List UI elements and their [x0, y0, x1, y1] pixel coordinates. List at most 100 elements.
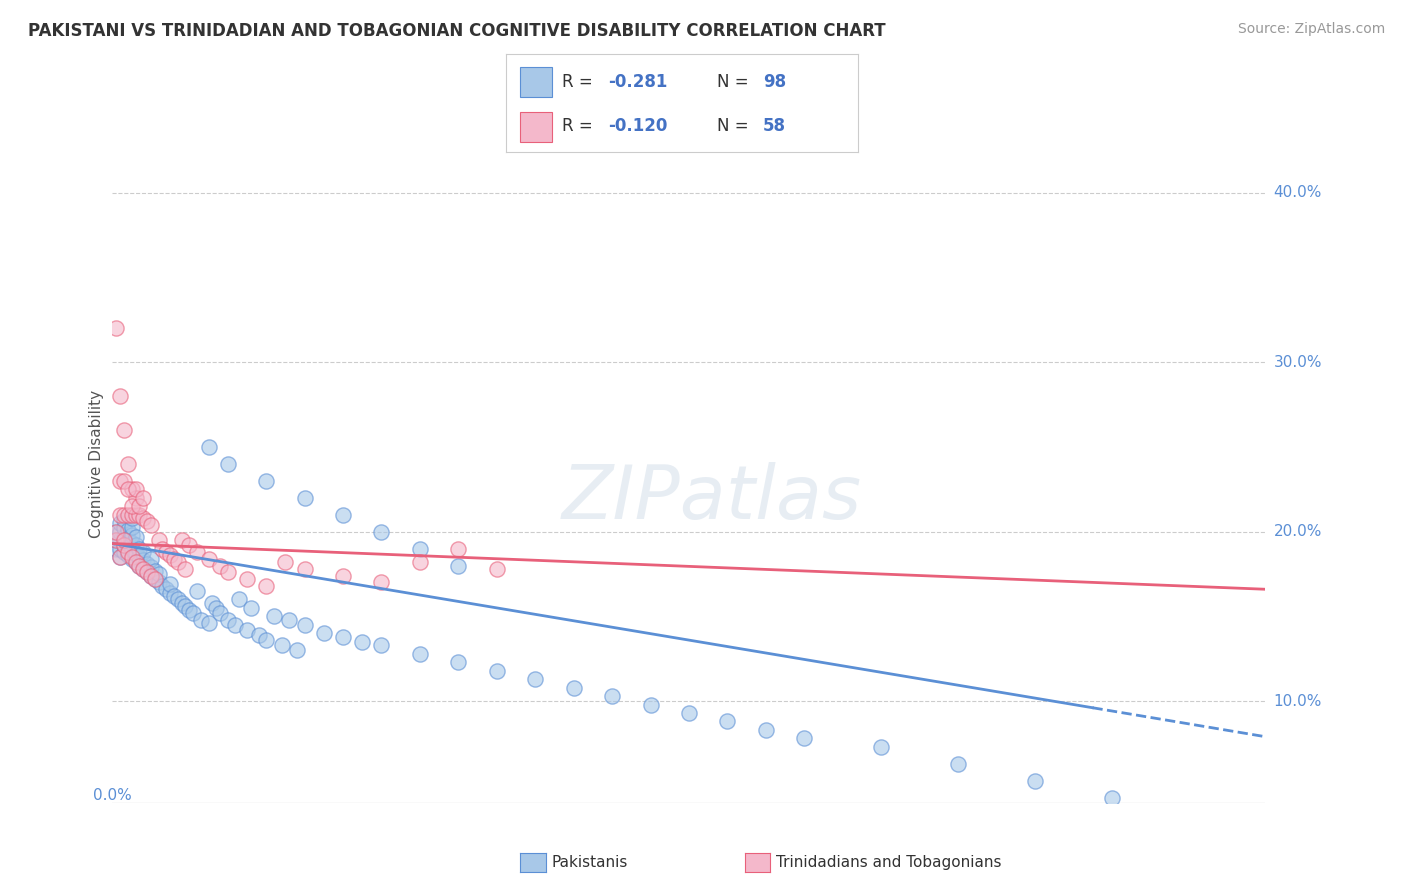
Text: 40.0%: 40.0% [1274, 186, 1322, 200]
Point [121, 549, 143, 565]
Point [117, 482, 139, 496]
Point [121, 482, 143, 496]
Point [128, 500, 150, 514]
Text: 30.0%: 30.0% [1274, 355, 1322, 369]
Point [1101, 790, 1123, 805]
Point [139, 517, 162, 532]
Point [159, 577, 181, 591]
Point [121, 543, 143, 558]
Point [139, 568, 162, 582]
Point [217, 566, 239, 580]
Point [946, 756, 969, 771]
Point [124, 530, 146, 544]
Point [108, 541, 131, 556]
Point [136, 566, 159, 580]
Point [485, 562, 508, 576]
Point [112, 474, 135, 488]
Point [128, 549, 150, 565]
Point [117, 457, 139, 471]
Point [524, 672, 547, 686]
Text: 10.0%: 10.0% [1274, 694, 1322, 708]
Point [148, 567, 170, 582]
Point [108, 549, 131, 565]
Point [239, 601, 262, 615]
Bar [520, 67, 551, 96]
Point [155, 545, 177, 559]
Point [105, 533, 128, 547]
Text: 20.0%: 20.0% [1274, 524, 1322, 539]
Point [562, 681, 585, 695]
Point [117, 523, 139, 537]
Point [447, 541, 470, 556]
Point [108, 549, 131, 565]
Point [224, 617, 246, 632]
Point [197, 616, 219, 631]
Point [143, 572, 166, 586]
Text: 58: 58 [762, 117, 786, 135]
Point [132, 553, 155, 567]
Point [112, 533, 135, 547]
Point [217, 457, 239, 471]
Point [139, 551, 162, 566]
Point [294, 491, 316, 505]
Point [155, 582, 177, 597]
Point [108, 516, 131, 530]
Point [294, 617, 316, 632]
Point [152, 579, 174, 593]
Point [201, 596, 224, 610]
Point [124, 547, 146, 561]
Point [108, 533, 131, 547]
Point [128, 541, 150, 556]
Point [274, 555, 297, 569]
Point [121, 519, 143, 533]
Text: 98: 98 [762, 73, 786, 91]
Point [209, 558, 232, 573]
Point [278, 613, 301, 627]
Point [332, 568, 354, 582]
Point [163, 589, 186, 603]
Point [190, 613, 212, 627]
Point [132, 511, 155, 525]
Point [136, 557, 159, 571]
Point [112, 521, 135, 535]
Point [294, 562, 316, 576]
Point [205, 601, 228, 615]
Bar [520, 112, 551, 142]
Point [1177, 807, 1199, 822]
Point [228, 592, 250, 607]
Point [181, 606, 204, 620]
Point [128, 558, 150, 573]
Point [124, 491, 146, 505]
Point [121, 511, 143, 525]
Point [263, 609, 285, 624]
Point [409, 647, 432, 661]
Point [179, 538, 201, 552]
Point [121, 551, 143, 566]
Point [870, 739, 893, 754]
Point [136, 515, 159, 529]
Text: N =: N = [717, 73, 754, 91]
Point [174, 562, 197, 576]
Point [112, 538, 135, 552]
Point [217, 613, 239, 627]
Point [117, 549, 139, 563]
Point [270, 638, 292, 652]
Point [447, 558, 470, 573]
Point [128, 508, 150, 522]
Point [139, 560, 162, 574]
Point [236, 623, 259, 637]
Point [254, 474, 277, 488]
Point [121, 500, 143, 514]
Point [105, 321, 128, 335]
Point [678, 706, 700, 720]
Point [105, 524, 128, 539]
Point [159, 549, 181, 563]
Point [174, 599, 197, 614]
Point [124, 482, 146, 496]
Point [254, 633, 277, 648]
Text: Source: ZipAtlas.com: Source: ZipAtlas.com [1237, 22, 1385, 37]
Point [121, 536, 143, 550]
Point [132, 491, 155, 505]
Point [409, 555, 432, 569]
Point [285, 643, 308, 657]
